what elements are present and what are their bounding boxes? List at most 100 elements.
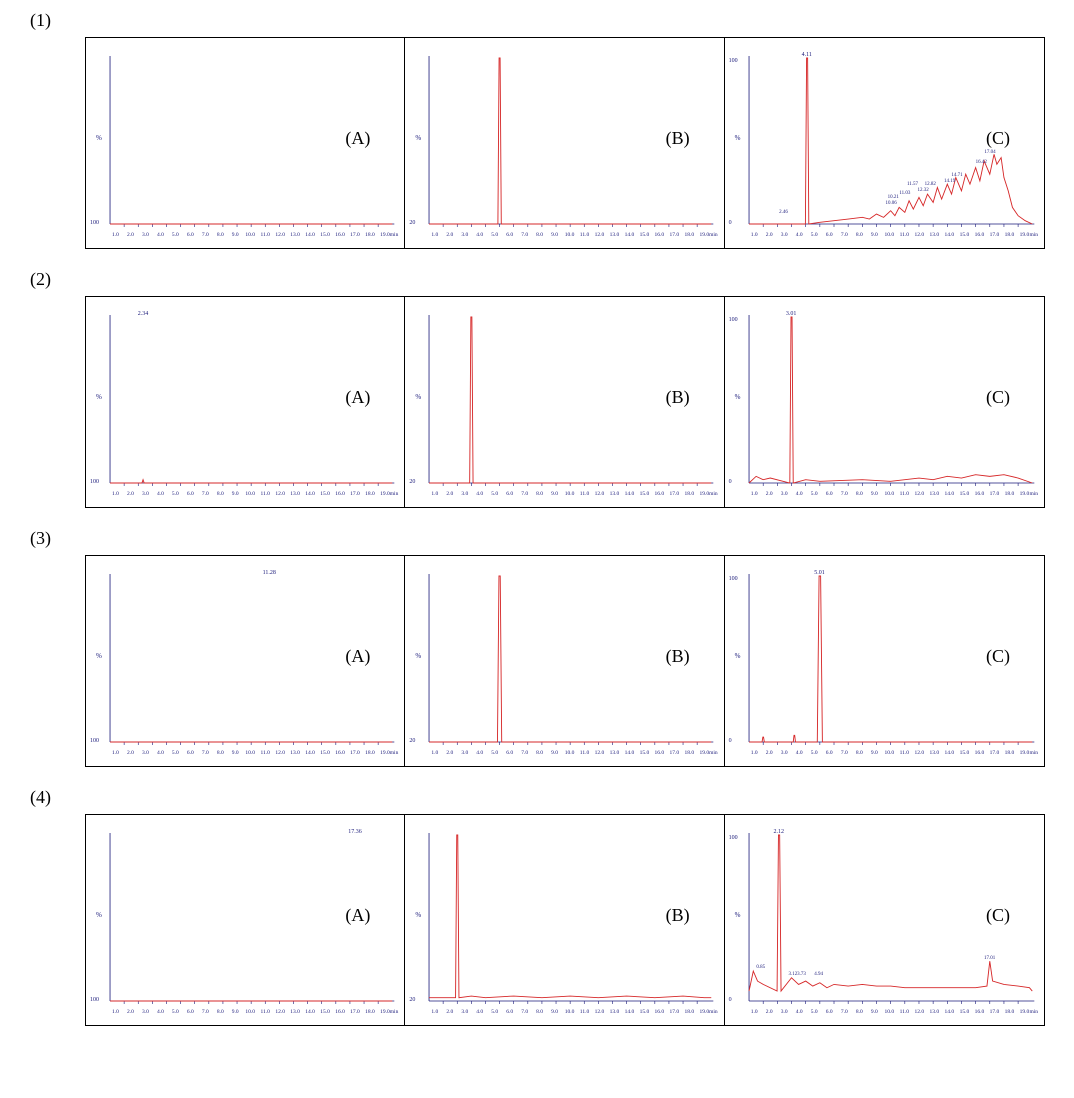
x-tick-label: 13.0 [927,491,942,497]
x-tick-label: 9.0 [547,232,562,238]
x-tick-label: 4.0 [472,750,487,756]
x-tick-label: 17.0 [348,232,363,238]
y-axis-label: % [415,652,421,660]
x-tick-label: 11.0 [258,232,273,238]
x-ticks: 1.02.03.04.05.06.07.08.09.010.011.012.01… [108,232,396,238]
y-axis-label: % [735,911,741,919]
x-tick-label: 14.0 [942,232,957,238]
x-tick-label: 15.0 [957,1009,972,1015]
x-ticks: 1.02.03.04.05.06.07.08.09.010.011.012.01… [108,491,396,497]
trace-line [110,480,392,483]
x-ticks: 1.02.03.04.05.06.07.08.09.010.011.012.01… [108,750,396,756]
y-bottom-tick: 0 [729,479,732,485]
minor-peak-annotation: 3.12 [789,972,798,977]
x-tick-label: 13.0 [607,491,622,497]
x-tick-label: 12.0 [912,232,927,238]
x-tick-label: 6.0 [502,750,517,756]
x-tick-label: 7.0 [517,1009,532,1015]
x-tick-label: 7.0 [517,750,532,756]
x-tick-label: 2.0 [123,1009,138,1015]
x-tick-label: 13.0 [607,1009,622,1015]
x-tick-label: 17.0 [667,750,682,756]
x-tick-label: 1.0 [747,232,762,238]
x-tick-label: 1.0 [427,232,442,238]
x-tick-label: 15.0 [957,491,972,497]
x-tick-label: 3.0 [138,491,153,497]
chart-area: %1001.02.03.04.05.06.07.08.09.010.011.01… [108,311,396,501]
x-unit-label: min [709,1009,718,1015]
x-tick-label: 14.0 [942,491,957,497]
x-tick-label: 10.0 [562,232,577,238]
x-tick-label: 18.0 [362,491,377,497]
x-tick-label: 11.0 [258,750,273,756]
x-tick-label: 5.0 [487,1009,502,1015]
x-tick-label: 18.0 [1002,232,1017,238]
chart-area: %1001.02.03.04.05.06.07.08.09.010.011.01… [108,829,396,1019]
x-tick-label: 2.0 [442,491,457,497]
y-top-tick: 100 [729,58,738,64]
y-axis-label: % [735,134,741,142]
y-axis-label: % [735,652,741,660]
x-tick-label: 8.0 [532,232,547,238]
y-top-tick: 100 [729,576,738,582]
x-tick-label: 7.0 [198,491,213,497]
peak-annotation: 4.11 [802,52,812,58]
x-tick-label: 10.0 [562,1009,577,1015]
x-tick-label: 4.0 [153,232,168,238]
x-tick-label: 8.0 [213,1009,228,1015]
x-ticks: 1.02.03.04.05.06.07.08.09.010.011.012.01… [427,232,715,238]
x-tick-label: 18.0 [362,232,377,238]
x-tick-label: 16.0 [333,1009,348,1015]
chromatogram-svg [427,52,715,242]
chart-area: %10001.02.03.04.05.06.07.08.09.010.011.0… [747,570,1036,760]
x-ticks: 1.02.03.04.05.06.07.08.09.010.011.012.01… [747,1009,1036,1015]
x-tick-label: 4.0 [472,232,487,238]
trace-line [749,317,1032,483]
x-tick-label: 1.0 [747,750,762,756]
y-axis-label: % [415,911,421,919]
x-tick-label: 13.0 [288,491,303,497]
x-tick-label: 2.0 [762,1009,777,1015]
x-tick-label: 12.0 [912,750,927,756]
x-tick-label: 12.0 [592,232,607,238]
x-tick-label: 9.0 [547,1009,562,1015]
x-tick-label: 10.0 [243,750,258,756]
x-tick-label: 8.0 [852,232,867,238]
panel-r2-c3: (C)%10001.02.03.04.05.06.07.08.09.010.01… [725,297,1044,507]
panel-r1-c2: (B)%201.02.03.04.05.06.07.08.09.010.011.… [405,38,724,248]
x-ticks: 1.02.03.04.05.06.07.08.09.010.011.012.01… [108,1009,396,1015]
x-tick-label: 8.0 [852,750,867,756]
x-tick-label: 9.0 [228,1009,243,1015]
minor-peak-annotation: 10.21 [888,195,899,200]
panel-grid: (A)%1001.02.03.04.05.06.07.08.09.010.011… [85,814,1045,1026]
x-unit-label: min [390,232,399,238]
x-tick-label: 8.0 [532,491,547,497]
x-tick-label: 2.0 [762,491,777,497]
x-unit-label: min [1029,750,1038,756]
minor-peak-annotation: 11.57 [907,182,918,187]
x-tick-label: 7.0 [837,750,852,756]
y-bottom-tick: 100 [90,738,99,744]
row-label: (4) [30,787,1044,808]
x-tick-label: 15.0 [957,232,972,238]
x-tick-label: 11.0 [897,1009,912,1015]
minor-peak-annotation: 14.19 [944,179,955,184]
x-tick-label: 9.0 [867,232,882,238]
x-tick-label: 6.0 [183,491,198,497]
x-tick-label: 15.0 [318,232,333,238]
y-bottom-tick: 20 [409,220,415,226]
minor-peak-annotation: 17.01 [984,956,995,961]
x-tick-label: 7.0 [837,232,852,238]
panel-r2-c1: (A)%1001.02.03.04.05.06.07.08.09.010.011… [86,297,405,507]
x-unit-label: min [1029,1009,1038,1015]
x-tick-label: 6.0 [183,1009,198,1015]
x-tick-label: 4.0 [472,1009,487,1015]
x-tick-label: 5.0 [807,491,822,497]
x-tick-label: 10.0 [562,750,577,756]
x-tick-label: 13.0 [927,232,942,238]
x-tick-label: 15.0 [637,232,652,238]
y-bottom-tick: 100 [90,479,99,485]
x-tick-label: 2.0 [442,232,457,238]
chart-area: %10001.02.03.04.05.06.07.08.09.010.011.0… [747,311,1036,501]
x-tick-label: 7.0 [198,750,213,756]
